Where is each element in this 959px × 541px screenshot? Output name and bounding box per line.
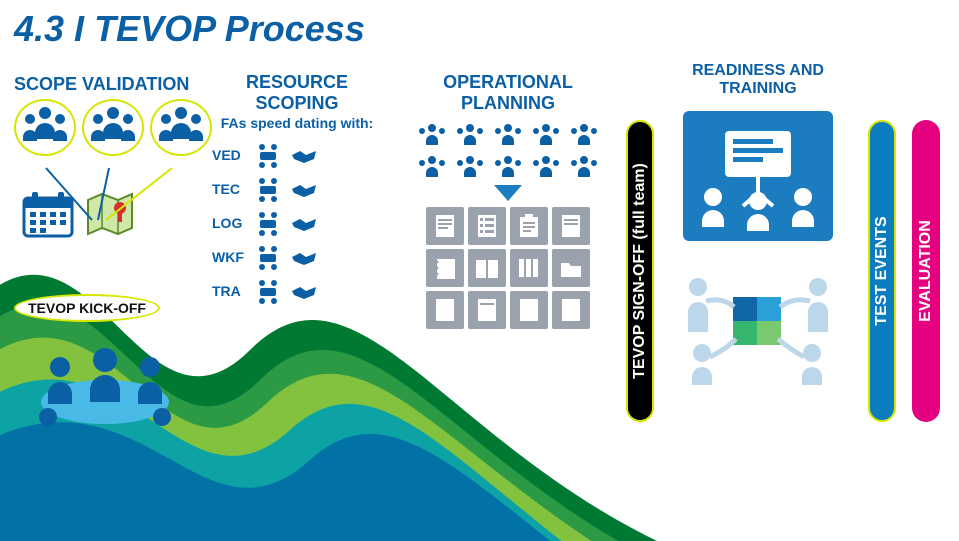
meeting-table-icon <box>254 141 282 169</box>
meeting-table-icon <box>254 209 282 237</box>
teamwork-puzzle-icon <box>678 257 838 387</box>
fa-row: VED <box>212 141 382 169</box>
kick-off-meeting-icon <box>20 332 199 447</box>
page-title: 4.3 I TEVOP Process <box>14 8 365 50</box>
test-events-label: TEST EVENTS <box>873 216 891 325</box>
title-main: TEVOP Process <box>94 8 365 49</box>
handshake-icon <box>290 277 318 305</box>
people-group-icon <box>530 153 562 181</box>
handshake-icon <box>290 243 318 271</box>
people-group-icon <box>416 153 448 181</box>
arrow-down-icon <box>494 185 522 201</box>
people-group-icon <box>568 121 600 149</box>
resource-scoping-column: RESOURCE SCOPING FAs speed dating with: … <box>212 72 382 311</box>
handshake-icon <box>290 209 318 237</box>
fa-code: VED <box>212 147 246 163</box>
meeting-table-icon <box>254 243 282 271</box>
sign-off-pill-wrap: TEVOP SIGN-OFF (full team) <box>626 120 654 422</box>
page-icon <box>560 213 582 239</box>
people-group-icon <box>568 153 600 181</box>
fa-code: LOG <box>212 215 246 231</box>
operational-planning-column: OPERATIONAL PLANNING <box>408 72 608 329</box>
scope-validation-column: SCOPE VALIDATION TEVOP KICK- <box>14 74 199 447</box>
fa-row: LOG <box>212 209 382 237</box>
scope-group-1 <box>14 99 76 156</box>
spiral-notebook-icon <box>433 256 457 280</box>
title-prefix: 4.3 I <box>14 8 94 49</box>
kick-off-oval: TEVOP KICK-OFF <box>14 294 160 322</box>
operational-planning-label: OPERATIONAL PLANNING <box>408 72 608 113</box>
people-group-icon <box>88 103 138 147</box>
fa-code: TEC <box>212 181 246 197</box>
clipboard-icon <box>517 213 541 239</box>
fa-code: WKF <box>212 249 246 265</box>
fa-row: WKF <box>212 243 382 271</box>
page-icon <box>434 213 456 239</box>
meeting-table-icon <box>254 175 282 203</box>
handshake-icon <box>290 141 318 169</box>
scope-group-2 <box>82 99 144 156</box>
page-icon <box>476 297 498 323</box>
page-icon <box>560 297 582 323</box>
document-grid <box>426 207 590 329</box>
people-group-icon <box>454 153 486 181</box>
fa-row: TRA <box>212 277 382 305</box>
readiness-training-label: READINESS AND TRAINING <box>668 62 848 99</box>
page-icon <box>518 297 540 323</box>
fa-row: TEC <box>212 175 382 203</box>
calendar-icon <box>22 190 74 238</box>
people-group-icon <box>454 121 486 149</box>
people-group-icon <box>530 121 562 149</box>
people-group-icon <box>492 153 524 181</box>
readiness-training-column: READINESS AND TRAINING <box>668 62 848 387</box>
resource-scoping-subtitle: FAs speed dating with: <box>212 115 382 131</box>
binders-icon <box>516 256 542 280</box>
handshake-icon <box>290 175 318 203</box>
book-icon <box>474 256 500 280</box>
people-group-icon <box>156 103 206 147</box>
sign-off-label: TEVOP SIGN-OFF (full team) <box>631 163 649 379</box>
test-events-pill-wrap: TEST EVENTS <box>868 120 896 422</box>
evaluation-label: EVALUATION <box>917 220 935 322</box>
people-group-icon <box>492 121 524 149</box>
fa-code: TRA <box>212 283 246 299</box>
scope-validation-label: SCOPE VALIDATION <box>14 74 199 95</box>
evaluation-pill-wrap: EVALUATION <box>912 120 940 422</box>
list-icon <box>476 213 498 239</box>
meeting-table-icon <box>254 277 282 305</box>
folder-icon <box>559 257 583 279</box>
map-icon <box>84 190 136 238</box>
scope-group-3 <box>150 99 212 156</box>
page-icon <box>434 297 456 323</box>
people-group-icon <box>416 121 448 149</box>
people-group-icon <box>20 103 70 147</box>
resource-scoping-label: RESOURCE SCOPING <box>212 72 382 113</box>
training-board-icon <box>683 111 833 241</box>
